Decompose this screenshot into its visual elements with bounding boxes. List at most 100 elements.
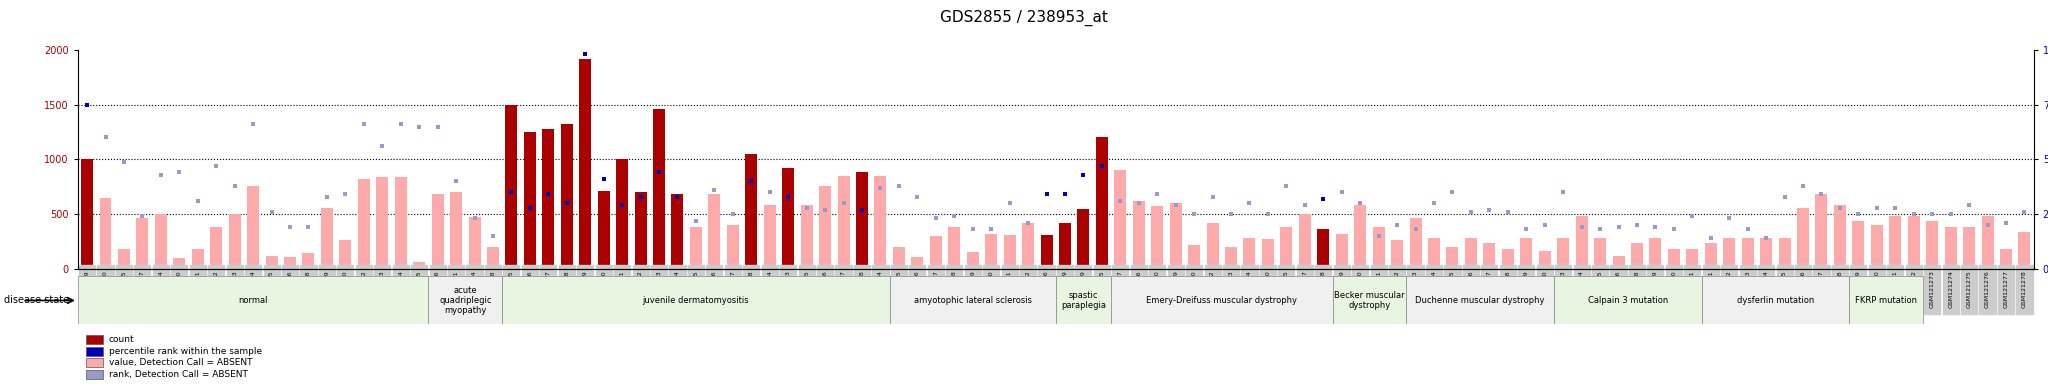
Bar <box>1077 209 1090 269</box>
Bar <box>1151 207 1163 269</box>
Bar <box>266 256 279 269</box>
Bar <box>1206 223 1219 269</box>
Bar <box>119 249 129 269</box>
Bar <box>1464 238 1477 269</box>
Text: dysferlin mutation: dysferlin mutation <box>1737 296 1815 305</box>
Bar <box>1722 238 1735 269</box>
Bar <box>1298 214 1311 269</box>
Text: Duchenne muscular dystrophy: Duchenne muscular dystrophy <box>1415 296 1544 305</box>
Bar <box>1004 235 1016 269</box>
Text: GDS2855 / 238953_at: GDS2855 / 238953_at <box>940 10 1108 26</box>
Bar <box>1520 238 1532 269</box>
Bar <box>211 227 221 269</box>
Bar <box>524 132 537 269</box>
Bar <box>340 240 352 269</box>
Bar <box>1372 227 1384 269</box>
Bar <box>86 347 102 356</box>
Bar <box>1554 276 1702 324</box>
Bar <box>801 205 813 269</box>
Bar <box>580 59 592 269</box>
Bar <box>322 207 334 269</box>
Bar <box>782 168 795 269</box>
Bar <box>1741 238 1753 269</box>
Bar <box>690 227 702 269</box>
Bar <box>1169 203 1182 269</box>
Bar <box>1407 276 1554 324</box>
Bar <box>1849 276 1923 324</box>
Text: acute
quadriplegic
myopathy: acute quadriplegic myopathy <box>438 286 492 314</box>
Bar <box>1262 239 1274 269</box>
Bar <box>1133 201 1145 269</box>
Bar <box>1815 194 1827 269</box>
Bar <box>1188 245 1200 269</box>
Bar <box>1630 243 1642 269</box>
Bar <box>1556 238 1569 269</box>
Text: Emery-Dreifuss muscular dystrophy: Emery-Dreifuss muscular dystrophy <box>1147 296 1296 305</box>
Bar <box>377 177 389 269</box>
Bar <box>1409 218 1421 269</box>
Bar <box>1112 276 1333 324</box>
Bar <box>1964 227 1974 269</box>
Bar <box>451 192 463 269</box>
Bar <box>1759 238 1772 269</box>
Bar <box>432 194 444 269</box>
Bar <box>303 253 315 269</box>
Bar <box>1575 216 1587 269</box>
Bar <box>1593 238 1606 269</box>
Text: count: count <box>109 335 135 344</box>
Bar <box>1483 243 1495 269</box>
Bar <box>1040 235 1053 269</box>
Bar <box>502 276 889 324</box>
Bar <box>1890 216 1901 269</box>
Bar <box>889 276 1057 324</box>
Bar <box>78 276 428 324</box>
Bar <box>86 370 102 379</box>
Bar <box>100 198 111 269</box>
Bar <box>174 258 184 269</box>
Bar <box>1096 137 1108 269</box>
Bar <box>745 154 758 269</box>
Bar <box>487 247 500 269</box>
Bar <box>82 159 92 269</box>
Text: percentile rank within the sample: percentile rank within the sample <box>109 347 262 356</box>
Bar <box>395 177 408 269</box>
Bar <box>709 194 721 269</box>
Bar <box>930 236 942 269</box>
Bar <box>1317 229 1329 269</box>
Bar <box>598 191 610 269</box>
Text: normal: normal <box>238 296 268 305</box>
Bar <box>1280 227 1292 269</box>
Bar <box>856 172 868 269</box>
Text: FKRP mutation: FKRP mutation <box>1855 296 1917 305</box>
Bar <box>1427 238 1440 269</box>
Bar <box>911 257 924 269</box>
Bar <box>285 257 297 269</box>
Bar <box>506 105 518 269</box>
Text: Calpain 3 mutation: Calpain 3 mutation <box>1587 296 1667 305</box>
Bar <box>86 358 102 367</box>
Text: rank, Detection Call = ABSENT: rank, Detection Call = ABSENT <box>109 370 248 379</box>
Text: amyotophic lateral sclerosis: amyotophic lateral sclerosis <box>913 296 1032 305</box>
Bar <box>2019 232 2030 269</box>
Bar <box>1335 234 1348 269</box>
Bar <box>137 218 147 269</box>
Bar <box>1667 249 1679 269</box>
Bar <box>1225 247 1237 269</box>
Bar <box>1946 227 1956 269</box>
Bar <box>414 262 426 269</box>
Text: disease state: disease state <box>4 295 70 306</box>
Text: Becker muscular
dystrophy: Becker muscular dystrophy <box>1333 291 1405 310</box>
Bar <box>1796 207 1808 269</box>
Bar <box>2001 249 2011 269</box>
Bar <box>838 176 850 269</box>
Bar <box>1686 249 1698 269</box>
Bar <box>764 205 776 269</box>
Bar <box>1391 240 1403 269</box>
Bar <box>156 214 166 269</box>
Bar <box>1833 205 1845 269</box>
Bar <box>193 249 203 269</box>
Bar <box>358 179 371 269</box>
Bar <box>1022 223 1034 269</box>
Bar <box>1909 216 1919 269</box>
Bar <box>469 217 481 269</box>
